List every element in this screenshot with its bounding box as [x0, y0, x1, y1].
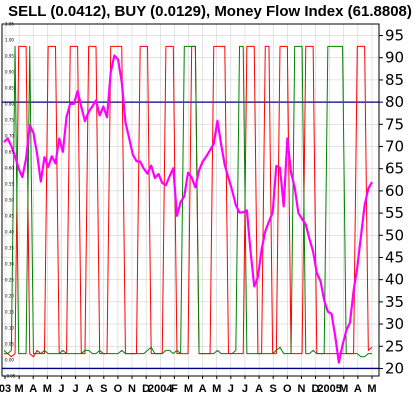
- left-tick-label: 0.10: [5, 326, 14, 331]
- left-tick-label: 0.50: [5, 198, 14, 203]
- right-tick-label: 35: [385, 293, 404, 311]
- left-tick-label: 0.30: [5, 262, 14, 267]
- x-tick-label: J: [228, 383, 234, 395]
- x-tick-label: O: [114, 383, 123, 395]
- left-tick-label: 0.25: [5, 278, 14, 283]
- right-tick-label: 40: [385, 271, 404, 289]
- x-tick-label: A: [199, 383, 207, 395]
- plot-frame: [1, 23, 380, 377]
- left-tick-label: 0.55: [5, 182, 14, 187]
- x-tick-label: S: [100, 383, 107, 395]
- right-tick-label: 65: [385, 160, 404, 178]
- left-tick-label: 0.75: [5, 118, 14, 123]
- right-tick-label: 75: [385, 115, 404, 133]
- series-layer: [3, 45, 373, 364]
- sell-line: [4, 45, 373, 358]
- right-tick-label: 95: [385, 27, 404, 45]
- x-tick-label: 03: [0, 383, 11, 395]
- x-tick-label: M: [184, 383, 193, 395]
- grid-layer: [2, 24, 379, 376]
- mfi-line: [3, 54, 373, 364]
- right-tick-label: 30: [385, 315, 404, 333]
- right-tick-label: 25: [385, 337, 404, 355]
- right-tick-label: 80: [385, 93, 404, 111]
- x-tick-label: M: [367, 383, 376, 395]
- x-tick-label: J: [242, 383, 248, 395]
- left-tick-label: 0.85: [5, 86, 14, 91]
- chart-title: SELL (0.0412), BUY (0.0129), Money Flow …: [8, 3, 412, 20]
- x-tick-label: M: [43, 383, 52, 395]
- x-tick-label: A: [86, 383, 94, 395]
- left-tick-label: 0.00: [5, 358, 14, 363]
- right-tick-label: 45: [385, 248, 404, 266]
- left-tick-label: 0.35: [5, 246, 14, 251]
- x-tick-label: 2004: [148, 383, 173, 395]
- reference-lines: [2, 101, 379, 370]
- x-tick-label: 2005: [317, 383, 341, 395]
- right-tick-label: 50: [385, 226, 404, 244]
- left-tick-label: -0.05: [5, 374, 16, 379]
- right-tick-label: 20: [385, 359, 404, 377]
- left-tick-label: 0.20: [5, 294, 14, 299]
- x-tick-label: N: [128, 383, 136, 395]
- right-tick-label: 70: [385, 138, 404, 156]
- x-tick-label: A: [255, 383, 263, 395]
- x-tick-label: M: [15, 383, 24, 395]
- x-tick-label: N: [297, 383, 305, 395]
- right-tick-label: 85: [385, 71, 404, 89]
- x-tick-label: A: [29, 383, 37, 395]
- x-tick-label: O: [283, 383, 292, 395]
- x-tick-label: J: [58, 383, 64, 395]
- x-tick-label: F: [171, 383, 178, 395]
- right-axis: 95 90 85 80 75 70 65 60 55 50 45 40 35 30 25 20: [379, 27, 404, 377]
- buy-line: [3, 45, 372, 358]
- x-tick-label: A: [354, 383, 362, 395]
- x-tick-label: M: [339, 383, 348, 395]
- left-tick-label: 0.05: [5, 342, 14, 347]
- left-tick-label: 0.15: [5, 310, 14, 315]
- x-tick-label: M: [212, 383, 221, 395]
- left-tick-label: 0.60: [5, 166, 14, 171]
- left-tick-label: 0.80: [5, 102, 14, 107]
- left-tick-label: 1.00: [5, 38, 14, 43]
- left-tick-label: 1.05: [5, 22, 14, 27]
- left-tick-label: 0.65: [5, 150, 14, 155]
- left-axis: 1.05 1.00 0.95 0.90 0.85 0.80 0.75 0.70 0.65 0.60…: [5, 22, 16, 379]
- left-tick-label: 0.70: [5, 134, 14, 139]
- x-tick-label: D: [312, 383, 320, 395]
- left-tick-label: 0.90: [5, 70, 14, 75]
- x-tick-label: D: [142, 383, 150, 395]
- left-tick-label: 0.45: [5, 214, 14, 219]
- x-tick-label: J: [73, 383, 79, 395]
- left-tick-label: 0.95: [5, 54, 14, 59]
- right-tick-label: 60: [385, 182, 404, 200]
- x-tick-label: S: [270, 383, 277, 395]
- right-tick-label: 90: [385, 49, 404, 67]
- right-tick-label: 55: [385, 204, 404, 222]
- left-tick-label: 0.40: [5, 230, 14, 235]
